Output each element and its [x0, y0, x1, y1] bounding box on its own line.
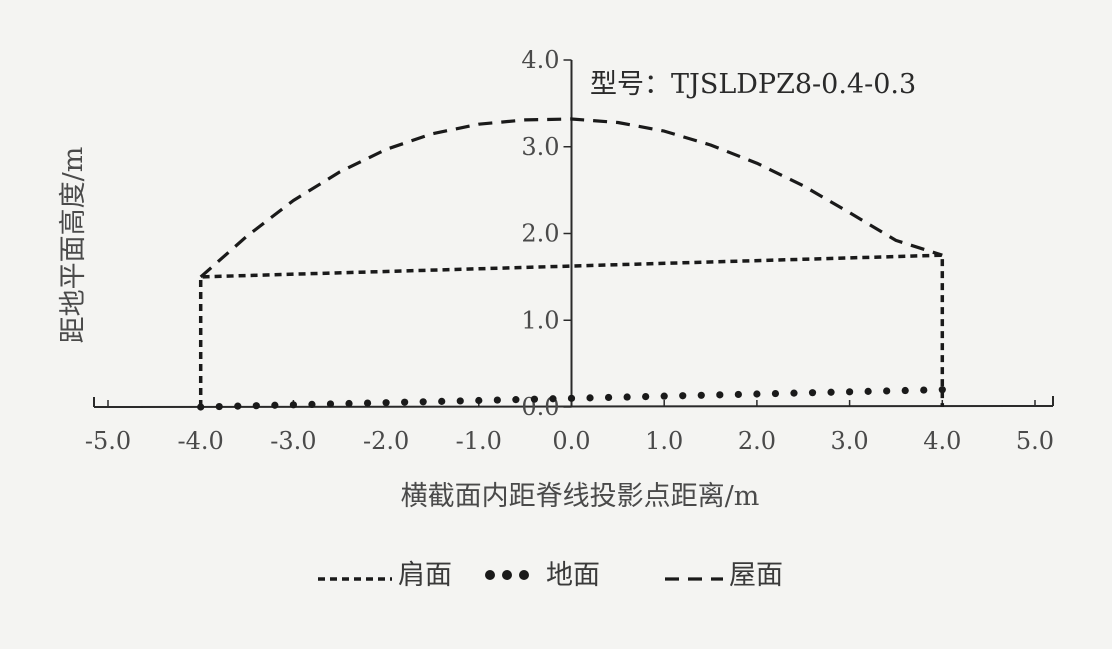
- x-tick-label: -3.0: [270, 427, 316, 455]
- x-tick-label: 1.0: [645, 427, 683, 455]
- ground-point: [883, 387, 890, 394]
- ground-point: [383, 399, 390, 406]
- x-tick-label: -2.0: [363, 427, 409, 455]
- y-tick-label: 2.0: [521, 220, 559, 248]
- legend-swatch-dot: [519, 570, 529, 580]
- ground-point: [568, 395, 575, 402]
- ground-point: [234, 403, 241, 410]
- ground-point: [420, 398, 427, 405]
- ground-point: [345, 400, 352, 407]
- x-tick-label: 4.0: [923, 427, 961, 455]
- x-axis-title: 横截面内距脊线投影点距离/m: [401, 481, 760, 512]
- legend-label: 屋面: [729, 560, 783, 591]
- ground-point: [512, 396, 519, 403]
- x-tick-label: -1.0: [456, 427, 502, 455]
- model-label: 型号：TJSLDPZ8-0.4-0.3: [590, 69, 916, 100]
- legend-swatch-dot: [502, 570, 512, 580]
- legend-swatch-dot: [485, 570, 495, 580]
- ground-point: [253, 402, 260, 409]
- ground-point: [475, 397, 482, 404]
- ground-point: [308, 401, 315, 408]
- ground-point: [920, 386, 927, 393]
- legend-label: 地面: [546, 560, 600, 591]
- ground-point: [679, 392, 686, 399]
- ground-point: [735, 391, 742, 398]
- ground-point: [846, 388, 853, 395]
- x-tick-label: 5.0: [1016, 427, 1054, 455]
- y-tick-label: 3.0: [521, 133, 559, 161]
- ground-point: [327, 400, 334, 407]
- y-tick-label: 4.0: [521, 46, 559, 74]
- ground-point: [624, 393, 631, 400]
- ground-point: [549, 395, 556, 402]
- ground-point: [698, 392, 705, 399]
- x-tick-label: 2.0: [738, 427, 776, 455]
- ground-point: [865, 388, 872, 395]
- x-tick-label: -5.0: [85, 427, 131, 455]
- ground-point: [939, 386, 946, 393]
- ground-point: [753, 390, 760, 397]
- x-tick-label: -4.0: [178, 427, 224, 455]
- x-tick-label: 0.0: [552, 427, 590, 455]
- x-tick-label: 3.0: [831, 427, 869, 455]
- ground-point: [661, 393, 668, 400]
- ground-point: [290, 401, 297, 408]
- ground-point: [790, 390, 797, 397]
- ground-point: [809, 389, 816, 396]
- ground-point: [457, 397, 464, 404]
- ground-point: [772, 390, 779, 397]
- ground-point: [438, 398, 445, 405]
- ground-point: [531, 396, 538, 403]
- ground-point: [401, 399, 408, 406]
- ground-point: [271, 402, 278, 409]
- y-axis-title: 距地平面高度/m: [58, 147, 89, 344]
- ground-point: [716, 391, 723, 398]
- ground-point: [197, 403, 204, 410]
- ground-point: [605, 394, 612, 401]
- legend-label: 肩面: [398, 560, 452, 591]
- y-tick-label: 1.0: [521, 306, 559, 334]
- ground-point: [494, 396, 501, 403]
- ground-point: [364, 399, 371, 406]
- ground-point: [642, 393, 649, 400]
- ground-point: [902, 387, 909, 394]
- ground-point: [216, 403, 223, 410]
- ground-point: [586, 394, 593, 401]
- ground-point: [827, 389, 834, 396]
